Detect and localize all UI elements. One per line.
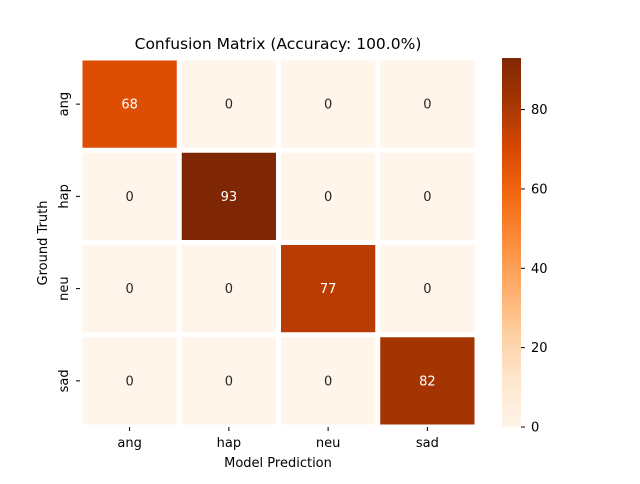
heatmap-cell	[380, 60, 475, 148]
cell-value-label: 0	[225, 374, 233, 389]
heatmap-cell	[380, 152, 475, 240]
cell-value-label: 0	[125, 282, 133, 297]
heatmap-cells: 68 0 0 0 0 93 0 0 0 0 77 0 0 0 0 82	[82, 60, 475, 425]
heatmap-cell	[181, 152, 276, 240]
colorbar-tick-label: 20	[531, 341, 548, 356]
cell-value-label: 0	[225, 98, 233, 113]
cell-value-label: 93	[221, 190, 238, 205]
cell-value-label: 0	[423, 190, 431, 205]
heatmap-cell	[82, 337, 177, 425]
x-tick-label: hap	[217, 436, 241, 451]
colorbar: 0 20 40 60 80	[502, 58, 548, 436]
heatmap-cell	[281, 60, 376, 148]
cell-value-label: 0	[125, 190, 133, 205]
x-tick-label: ang	[117, 436, 141, 451]
heatmap-cell	[82, 60, 177, 148]
y-tick-label: sad	[57, 369, 72, 392]
colorbar-gradient	[502, 58, 521, 427]
y-tick-label: neu	[57, 276, 72, 300]
y-tick-label: ang	[57, 92, 72, 116]
y-axis-label: Ground Truth	[36, 201, 51, 286]
cell-value-label: 0	[423, 282, 431, 297]
colorbar-tick-label: 80	[531, 103, 548, 118]
cell-value-label: 0	[125, 374, 133, 389]
heatmap-cell	[281, 337, 376, 425]
heatmap-cell	[181, 337, 276, 425]
cell-value-label: 0	[324, 98, 332, 113]
x-tick-label: neu	[316, 436, 340, 451]
cell-value-label: 82	[419, 374, 436, 389]
x-tick-label: sad	[416, 436, 439, 451]
x-axis-label: Model Prediction	[224, 456, 332, 471]
cell-value-label: 68	[121, 98, 138, 113]
colorbar-tick-label: 40	[531, 262, 548, 277]
chart-title: Confusion Matrix (Accuracy: 100.0%)	[135, 35, 422, 53]
heatmap-cell	[281, 245, 376, 333]
y-tick-label: hap	[57, 184, 72, 208]
heatmap-cell	[281, 152, 376, 240]
heatmap-cell	[181, 60, 276, 148]
heatmap-cell	[82, 152, 177, 240]
cell-value-label: 0	[423, 98, 431, 113]
colorbar-tick-label: 0	[531, 421, 539, 436]
heatmap-cell	[181, 245, 276, 333]
cell-value-label: 77	[320, 282, 337, 297]
cell-value-label: 0	[324, 190, 332, 205]
heatmap-cell	[380, 245, 475, 333]
heatmap-cell	[380, 337, 475, 425]
cell-value-label: 0	[225, 282, 233, 297]
cell-value-label: 0	[324, 374, 332, 389]
colorbar-tick-label: 60	[531, 182, 548, 197]
y-axis: ang hap neu sad	[57, 92, 80, 392]
heatmap-cell	[82, 245, 177, 333]
x-axis: ang hap neu sad	[117, 427, 439, 451]
